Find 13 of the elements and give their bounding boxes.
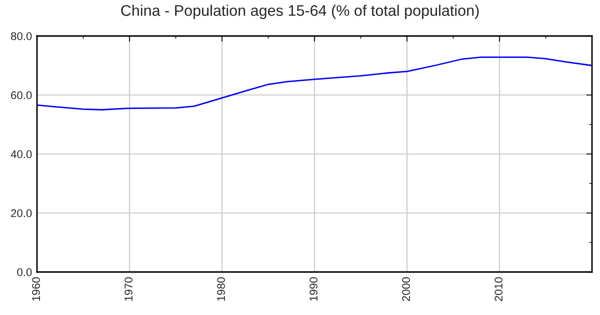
y-tick-label: 60.0 xyxy=(11,91,32,100)
y-tick-label: 80.0 xyxy=(11,32,32,40)
x-tick-label: 2000 xyxy=(402,277,410,302)
x-tick-label: 2010 xyxy=(494,277,502,302)
chart-title: China - Population ages 15-64 (% of total population) xyxy=(121,4,479,19)
y-tick-label: 0.0 xyxy=(17,268,32,276)
x-tick-label: 1960 xyxy=(32,277,40,301)
x-tick-label: 1980 xyxy=(217,277,225,301)
y-tick-label: 40.0 xyxy=(10,150,32,158)
x-tick-label: 1970 xyxy=(124,277,132,301)
x-tick-label: 1990 xyxy=(310,277,318,301)
y-tick-label: 20.0 xyxy=(11,209,32,218)
line-series xyxy=(37,56,592,110)
